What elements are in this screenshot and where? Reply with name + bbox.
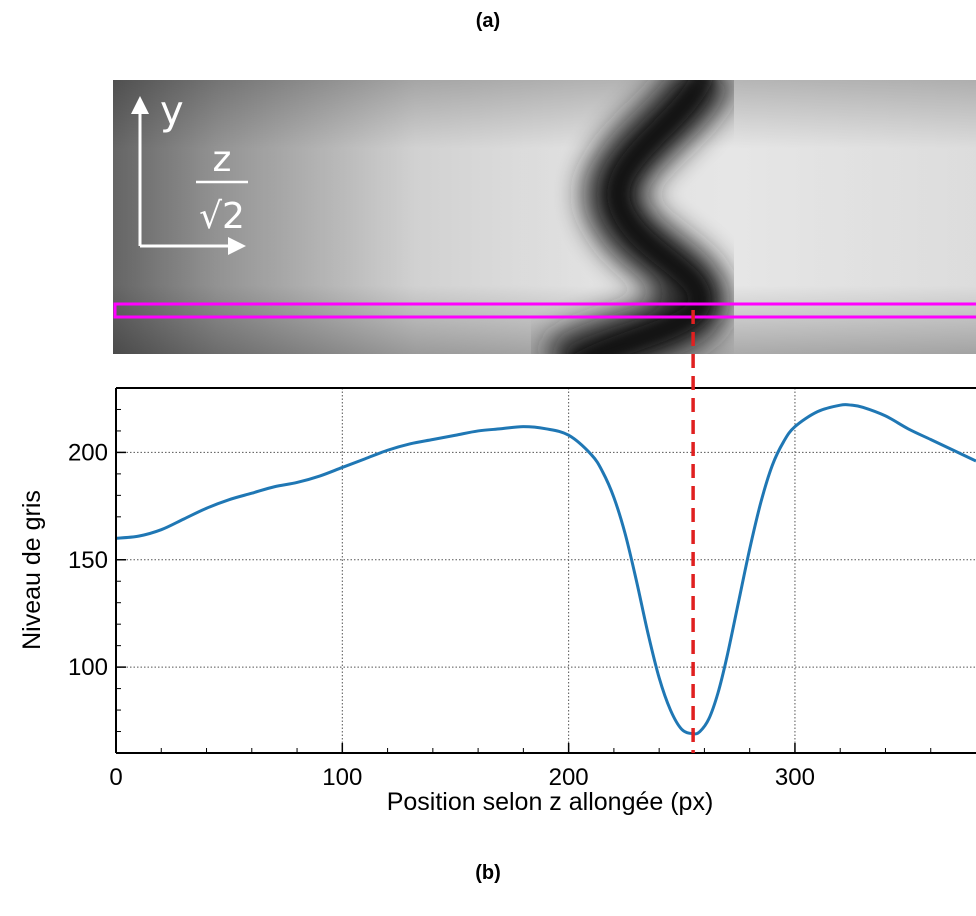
y-tick-label: 100	[68, 654, 108, 681]
image-axis-z-numerator: z	[213, 139, 232, 180]
series-line	[116, 403, 976, 736]
x-tick-label: 200	[549, 764, 589, 791]
x-tick-label: 100	[322, 764, 362, 791]
plot-area: 0 100 200 300 100 150 200 Position selon z al…	[18, 387, 976, 816]
panel-label-a: (a)	[475, 10, 501, 32]
x-tick-label: 300	[775, 764, 815, 791]
grid-lines	[116, 388, 976, 753]
y-axis-title: Niveau de gris	[18, 490, 46, 650]
selected-row-highlight	[113, 302, 976, 319]
image-axis-y-label: y	[160, 88, 184, 134]
image-axes: y z √2	[131, 88, 248, 255]
grayscale-image	[113, 80, 976, 354]
y-tick-label: 200	[68, 439, 108, 466]
x-tick-label: 0	[109, 764, 122, 791]
y-tick-label: 150	[68, 547, 108, 574]
image-axis-z-denominator: √2	[199, 196, 245, 237]
arrow-up-icon	[131, 96, 149, 114]
arrow-right-icon	[228, 237, 246, 255]
minor-ticks	[115, 408, 932, 753]
x-axis-title: Position selon z allongée (px)	[387, 788, 714, 816]
panel-label-b: (b)	[475, 862, 501, 884]
